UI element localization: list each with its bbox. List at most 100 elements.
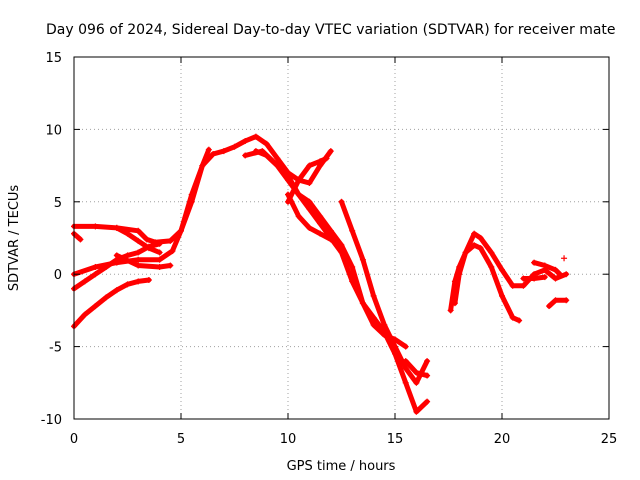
data-point <box>113 252 120 259</box>
data-point <box>124 252 131 259</box>
data-point <box>156 249 163 256</box>
data-point <box>259 148 266 155</box>
data-point <box>563 297 570 304</box>
data-point <box>252 133 259 140</box>
data-point <box>541 274 548 281</box>
data-point <box>317 230 324 237</box>
data-point <box>135 227 142 234</box>
data-point <box>451 300 458 307</box>
data-point <box>295 191 302 198</box>
data-point <box>359 300 366 307</box>
data-point <box>516 317 523 324</box>
x-tick-label: 0 <box>70 432 78 447</box>
series-arc-9 <box>242 148 430 415</box>
y-tick-label: 10 <box>45 123 62 138</box>
data-point <box>306 206 313 213</box>
series-arc-2 <box>71 147 212 277</box>
data-point <box>499 292 505 299</box>
data-point <box>113 287 120 294</box>
data-point <box>231 143 238 150</box>
data-point <box>92 271 99 278</box>
data-point <box>274 155 281 162</box>
data-point <box>381 321 388 328</box>
data-point <box>242 137 249 144</box>
data-point <box>135 249 142 256</box>
x-tick-label: 15 <box>387 432 404 447</box>
data-point <box>563 271 570 278</box>
x-tick-label: 10 <box>280 432 297 447</box>
data-point <box>477 235 484 241</box>
data-point <box>295 213 302 220</box>
data-point <box>156 263 163 270</box>
data-point <box>546 303 553 310</box>
data-point <box>456 271 463 278</box>
data-point <box>531 275 538 282</box>
x-axis-label: GPS time / hours <box>287 459 396 474</box>
data-point <box>188 191 195 198</box>
data-point <box>167 237 174 244</box>
data-point <box>413 379 420 386</box>
data-point <box>77 236 84 243</box>
data-point <box>103 263 110 270</box>
data-point <box>338 249 345 256</box>
data-point <box>327 227 334 234</box>
y-tick-label: -5 <box>49 341 62 356</box>
data-point <box>263 140 270 147</box>
data-point <box>349 263 356 270</box>
data-point <box>370 292 377 299</box>
data-point <box>392 343 398 350</box>
data-point <box>306 162 313 169</box>
data-point <box>306 179 313 186</box>
x-tick-label: 20 <box>494 432 511 447</box>
data-point <box>327 148 334 155</box>
data-point <box>509 314 516 321</box>
axis-ticks: 0 5 10 15 20 25 -10 -5 0 5 10 15 <box>41 51 618 447</box>
data-point <box>402 343 409 350</box>
data-point <box>499 266 505 273</box>
data-point <box>413 369 420 376</box>
data-point <box>338 242 345 249</box>
series-arc-12 <box>339 199 430 386</box>
data-point <box>531 259 538 266</box>
data-point <box>156 240 163 247</box>
data-point <box>338 198 345 205</box>
data-point <box>306 224 313 231</box>
data-point <box>541 262 548 269</box>
data-point <box>556 271 563 278</box>
y-tick-label: -10 <box>41 413 62 428</box>
data-point <box>349 227 356 234</box>
data-point <box>135 262 142 269</box>
y-tick-label: 5 <box>54 196 62 211</box>
series-arc-17 <box>546 297 569 309</box>
data-point <box>92 263 99 270</box>
data-point <box>135 256 142 263</box>
data-point <box>220 148 227 155</box>
data-point <box>156 256 163 263</box>
data-point <box>145 245 152 252</box>
data-point <box>424 358 431 365</box>
data-point <box>81 311 88 318</box>
data-point <box>270 158 277 165</box>
series-arc-6 <box>71 231 83 242</box>
data-point-outlier <box>561 255 568 262</box>
series-arc-1 <box>71 134 334 245</box>
data-point <box>145 276 152 283</box>
data-point <box>370 314 377 321</box>
data-point <box>295 177 302 184</box>
data-point <box>317 158 324 165</box>
data-point <box>323 155 330 162</box>
data-point <box>552 275 559 282</box>
data-point <box>199 162 206 169</box>
data-point <box>509 282 516 289</box>
x-tick-label: 5 <box>177 432 185 447</box>
series-arc-4 <box>71 277 152 329</box>
data-point <box>167 262 174 269</box>
data-point <box>285 172 291 179</box>
data-point <box>143 236 150 243</box>
data-point <box>424 372 431 379</box>
data-point <box>327 236 334 243</box>
y-axis-label: SDTVAR / TECUs <box>7 185 22 292</box>
data-point <box>124 230 131 237</box>
chart-title: Day 096 of 2024, Sidereal Day-to-day VTE… <box>46 22 616 38</box>
